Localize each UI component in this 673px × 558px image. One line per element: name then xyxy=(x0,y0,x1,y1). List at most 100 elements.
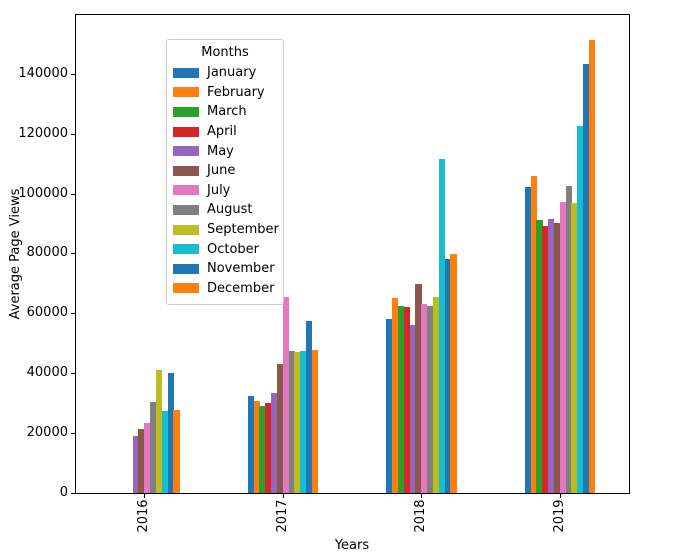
bar-2017-january xyxy=(247,395,254,493)
y-tick-label: 120000 xyxy=(18,125,68,141)
y-tick-mark xyxy=(71,433,75,435)
legend-label: February xyxy=(207,84,265,100)
legend-item-september: September xyxy=(173,220,279,240)
legend-swatch-july xyxy=(173,185,199,196)
bar-2017-march xyxy=(259,406,266,493)
legend-label: August xyxy=(207,202,253,218)
bar-2017-august xyxy=(288,350,295,493)
legend-item-may: May xyxy=(173,141,277,161)
bar-2016-november xyxy=(167,372,174,493)
y-tick-label: 40000 xyxy=(26,365,68,381)
bar-2017-june xyxy=(276,364,284,493)
legend-title: Months xyxy=(201,45,249,60)
legend-swatch-december xyxy=(173,283,199,294)
y-tick-mark xyxy=(71,313,75,315)
bar-2016-september xyxy=(155,369,163,493)
legend-item-january: January xyxy=(173,63,277,83)
x-tick-label-2016: 2016 xyxy=(136,499,152,533)
legend-swatch-march xyxy=(173,106,199,117)
bar-2018-may xyxy=(409,324,416,493)
y-tick-mark xyxy=(71,493,75,494)
y-tick-mark xyxy=(71,133,75,135)
bar-2018-february xyxy=(392,298,399,493)
legend-item-july: July xyxy=(173,181,277,201)
y-tick-mark xyxy=(71,73,75,75)
y-tick-label: 0 xyxy=(59,485,68,500)
legend-item-april: April xyxy=(173,122,277,142)
bar-2017-july xyxy=(282,296,289,493)
legend-label: January xyxy=(207,65,257,81)
legend-swatch-june xyxy=(173,165,199,176)
y-axis-title: Average Page Views xyxy=(8,188,23,320)
legend-label: December xyxy=(207,280,275,296)
legend-label: May xyxy=(207,143,234,159)
legend-item-june: June xyxy=(173,161,277,181)
bar-2019-august xyxy=(565,186,572,493)
legend-label: September xyxy=(207,222,279,238)
bar-2019-october xyxy=(577,125,584,493)
y-tick-mark xyxy=(71,373,75,375)
legend-item-november: November xyxy=(173,259,277,279)
bar-2019-january xyxy=(524,186,531,493)
bar-2016-december xyxy=(173,410,180,493)
legend-label: April xyxy=(207,124,237,140)
bar-2019-april xyxy=(542,225,549,493)
legend-items: January February March April May June July Augu… xyxy=(173,63,279,299)
bar-2016-july xyxy=(144,422,151,493)
legend-item-march: March xyxy=(173,102,277,122)
bar-2018-november xyxy=(444,259,451,493)
legend-swatch-february xyxy=(173,87,199,98)
bar-2018-october xyxy=(438,158,445,493)
bar-2017-april xyxy=(265,402,272,493)
y-tick-label: 140000 xyxy=(18,65,68,81)
bar-2019-july xyxy=(559,201,566,493)
y-tick-label: 100000 xyxy=(18,185,68,201)
bar-2017-december xyxy=(311,349,319,493)
bar-2019-june xyxy=(553,222,561,493)
legend-label: July xyxy=(207,182,231,198)
bar-2018-december xyxy=(450,254,457,493)
bar-2016-october xyxy=(161,410,168,493)
x-tick-mark xyxy=(144,494,146,498)
legend-label: June xyxy=(207,163,236,179)
legend-swatch-october xyxy=(173,244,199,255)
x-tick-mark xyxy=(559,494,561,498)
x-axis-title: Years xyxy=(334,538,370,553)
bar-2018-june xyxy=(415,284,422,493)
bar-2017-october xyxy=(300,351,307,493)
plot-area: Months January February March April May June J… xyxy=(75,14,630,494)
legend-swatch-may xyxy=(173,146,199,157)
y-tick-label: 20000 xyxy=(26,425,68,441)
bar-2018-april xyxy=(403,306,410,493)
x-tick-mark xyxy=(282,494,284,498)
bar-2019-february xyxy=(530,175,537,493)
legend-swatch-april xyxy=(173,126,199,137)
bar-2018-january xyxy=(386,319,393,493)
legend-label: March xyxy=(207,104,247,120)
bar-2016-june xyxy=(138,428,145,493)
bar-2019-may xyxy=(548,219,555,493)
bar-2019-september xyxy=(571,202,578,493)
bar-2017-november xyxy=(306,320,313,493)
legend-item-february: February xyxy=(173,83,277,103)
bar-2016-august xyxy=(150,401,157,493)
legend-swatch-august xyxy=(173,204,199,215)
bar-2017-september xyxy=(294,352,301,493)
bar-2017-february xyxy=(253,401,260,493)
y-tick-mark xyxy=(71,193,75,195)
legend-swatch-november xyxy=(173,263,199,274)
bar-2019-march xyxy=(536,220,543,493)
bar-2017-may xyxy=(271,392,278,493)
bar-2019-december xyxy=(588,39,596,493)
legend: Months January February March April May June J… xyxy=(166,39,284,306)
legend-label: October xyxy=(207,241,260,257)
legend-item-august: August xyxy=(173,200,277,220)
legend-item-october: October xyxy=(173,239,277,259)
bar-2018-july xyxy=(421,303,428,493)
legend-item-december: December xyxy=(173,279,277,299)
y-tick-label: 60000 xyxy=(26,305,68,321)
bar-2019-november xyxy=(583,63,590,493)
legend-swatch-september xyxy=(173,224,199,235)
bar-2018-september xyxy=(432,296,440,493)
bar-2018-august xyxy=(427,305,434,493)
